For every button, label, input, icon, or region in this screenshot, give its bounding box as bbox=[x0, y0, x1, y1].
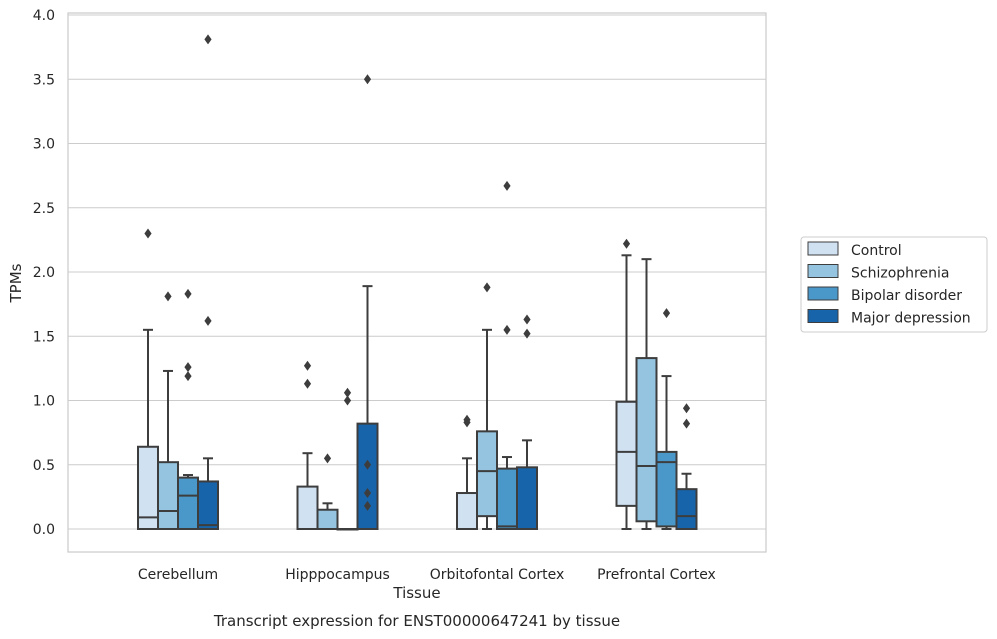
legend-label: Major depression bbox=[851, 311, 971, 327]
box-major-depression bbox=[675, 403, 698, 531]
outlier-point bbox=[503, 180, 511, 191]
outlier-point bbox=[363, 488, 372, 499]
box-body bbox=[316, 508, 339, 531]
box-body bbox=[356, 422, 379, 531]
box-body bbox=[296, 485, 319, 530]
x-tick-label: Cerebellum bbox=[138, 567, 218, 583]
y-tick-label: 0.5 bbox=[33, 458, 55, 474]
outlier-point bbox=[343, 395, 352, 406]
y-tick-label: 2.5 bbox=[33, 201, 55, 217]
outlier-point bbox=[343, 387, 352, 398]
box-major-depression bbox=[197, 34, 219, 530]
outlier-point bbox=[363, 500, 372, 511]
box-body bbox=[456, 492, 478, 530]
outlier-point bbox=[662, 308, 671, 319]
legend-items: Control Schizophrenia Bipolar disorder Majo… bbox=[807, 241, 971, 327]
outlier-point bbox=[204, 315, 212, 326]
chart-caption: Transcript expression for ENST0000064724… bbox=[213, 612, 620, 630]
y-axis-label: TPMs bbox=[7, 263, 25, 303]
box-schizophrenia bbox=[476, 282, 498, 530]
box-major-depression bbox=[516, 314, 538, 531]
box-body bbox=[197, 480, 219, 530]
legend-swatch bbox=[807, 241, 839, 256]
y-tick-label: 3.0 bbox=[33, 137, 55, 153]
y-tick-label: 0.0 bbox=[33, 522, 55, 538]
y-tick-label: 1.5 bbox=[33, 329, 55, 345]
outlier-point bbox=[682, 418, 691, 429]
legend-label: Schizophrenia bbox=[851, 266, 949, 282]
outlier-point bbox=[483, 282, 491, 293]
legend-frame bbox=[800, 236, 988, 333]
box-control bbox=[456, 414, 478, 530]
box-bipolar-disorder bbox=[177, 288, 199, 531]
outlier-point bbox=[363, 74, 372, 85]
outlier-point bbox=[204, 34, 212, 45]
legend: Control Schizophrenia Bipolar disorder Majo… bbox=[800, 236, 988, 333]
outlier-point bbox=[144, 228, 152, 239]
outlier-point bbox=[184, 371, 192, 382]
y-tick-label: 1.0 bbox=[33, 394, 55, 410]
box-control bbox=[296, 360, 319, 530]
box-schizophrenia bbox=[635, 258, 658, 530]
y-tick-label: 2.0 bbox=[33, 265, 55, 281]
outlier-point bbox=[622, 238, 631, 249]
outlier-point bbox=[323, 453, 332, 464]
box-body bbox=[516, 466, 538, 531]
legend-swatch bbox=[807, 286, 839, 301]
outlier-point bbox=[164, 291, 172, 302]
outlier-point bbox=[682, 403, 691, 414]
outlier-point bbox=[463, 414, 471, 425]
box-series bbox=[137, 34, 698, 531]
x-tick-label: Orbitofontal Cortex bbox=[430, 567, 565, 583]
y-tick-label: 3.5 bbox=[33, 72, 55, 88]
box-body bbox=[675, 488, 698, 531]
outlier-point bbox=[184, 362, 192, 373]
outlier-point bbox=[363, 459, 372, 470]
box-major-depression bbox=[356, 74, 379, 531]
box-bipolar-disorder bbox=[655, 308, 678, 530]
legend-label: Control bbox=[851, 243, 902, 259]
outlier-point bbox=[303, 360, 312, 371]
legend-swatch bbox=[807, 264, 839, 278]
outlier-point bbox=[523, 328, 531, 339]
box-body bbox=[177, 476, 199, 531]
outlier-point bbox=[303, 378, 312, 389]
x-tick-labels: Cerebellum Hipppocampus Orbitofontal Corte… bbox=[138, 567, 716, 583]
box-schizophrenia bbox=[316, 453, 339, 531]
box-body bbox=[157, 461, 179, 530]
outlier-point bbox=[503, 324, 511, 335]
box-body bbox=[635, 357, 658, 523]
box-control bbox=[615, 238, 638, 530]
legend-label: Bipolar disorder bbox=[851, 288, 962, 304]
y-tick-label: 4.0 bbox=[33, 8, 55, 24]
outlier-point bbox=[523, 314, 531, 325]
y-tick-labels: 0.0 0.5 1.0 1.5 2.0 2.5 3.0 3.5 4.0 bbox=[33, 8, 55, 538]
box-body bbox=[476, 430, 498, 518]
outlier-point bbox=[184, 288, 192, 299]
x-axis-label: Tissue bbox=[392, 584, 440, 602]
box-control bbox=[137, 228, 159, 531]
x-tick-label: Prefrontal Cortex bbox=[597, 567, 716, 583]
box-body bbox=[496, 467, 518, 531]
legend-swatch bbox=[807, 309, 839, 323]
box-body bbox=[615, 400, 638, 507]
x-tick-label: Hipppocampus bbox=[285, 567, 390, 583]
